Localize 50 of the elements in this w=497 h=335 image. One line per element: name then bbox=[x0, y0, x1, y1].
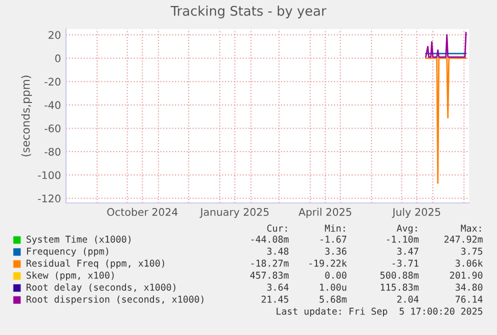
text: 3.06k bbox=[456, 260, 483, 267]
line-series bbox=[425, 32, 467, 58]
legend-label: Skew (ppm, x100) bbox=[26, 272, 114, 281]
y-tick-label: -20 bbox=[44, 78, 60, 86]
text: 247.92m bbox=[444, 236, 483, 243]
text: 3.64 bbox=[267, 284, 289, 291]
text: 500.88m bbox=[380, 272, 419, 279]
text: -19.22k bbox=[309, 260, 347, 267]
text: 21.45 bbox=[262, 296, 288, 303]
legend-label: Root dispersion (seconds, x1000) bbox=[26, 296, 204, 305]
text: 201.90 bbox=[450, 272, 482, 279]
y-tick-label: 20 bbox=[48, 31, 60, 39]
text: 0.00 bbox=[325, 272, 346, 279]
x-tick-label: January 2025 bbox=[200, 208, 269, 218]
text: 3.36 bbox=[325, 248, 346, 255]
text: Avg: bbox=[396, 224, 417, 234]
text: 457.83m bbox=[250, 272, 289, 279]
legend-label: Frequency (ppm) bbox=[27, 248, 108, 257]
legend-label: System Time (x1000) bbox=[26, 236, 131, 245]
text: Last update: Fri Sep 5 17:00:20 2025 bbox=[276, 308, 482, 317]
y-axis-title: (seconds,ppm) bbox=[21, 76, 32, 156]
x-tick-label: October 2024 bbox=[107, 208, 178, 216]
text: 115.83m bbox=[380, 284, 419, 291]
chart-title: Tracking Stats - by year bbox=[170, 6, 326, 18]
y-tick-label: -60 bbox=[44, 124, 60, 132]
text: 3.75 bbox=[461, 248, 482, 255]
legend-label: Residual Freq (ppm, x100) bbox=[26, 259, 164, 269]
text: Min: bbox=[324, 224, 345, 232]
text: -18.27m bbox=[251, 260, 289, 267]
text: 5.68m bbox=[320, 296, 347, 303]
text: 2.04 bbox=[397, 296, 419, 303]
y-tick-label: -80 bbox=[44, 148, 60, 156]
text: -1.10m bbox=[387, 236, 419, 243]
y-tick-label: -40 bbox=[44, 101, 60, 110]
text: Cur: bbox=[267, 224, 287, 232]
y-tick-label: -100 bbox=[38, 171, 60, 180]
text: 76.14 bbox=[456, 296, 483, 303]
y-tick-label: -120 bbox=[38, 194, 60, 202]
text: Max: bbox=[460, 224, 481, 232]
legend-label: Root delay (seconds, x1000) bbox=[26, 283, 176, 293]
y-tick-label: 0 bbox=[55, 54, 60, 62]
x-tick-label: July 2025 bbox=[392, 208, 440, 218]
text: -3.71 bbox=[392, 260, 418, 267]
text: 3.48 bbox=[267, 248, 288, 255]
text: 34.80 bbox=[456, 284, 482, 291]
text: -1.67 bbox=[320, 236, 346, 243]
text: 3.47 bbox=[397, 248, 418, 255]
x-tick-label: April 2025 bbox=[298, 208, 352, 218]
text: 1.00u bbox=[320, 284, 346, 291]
text: -44.08m bbox=[251, 236, 289, 243]
